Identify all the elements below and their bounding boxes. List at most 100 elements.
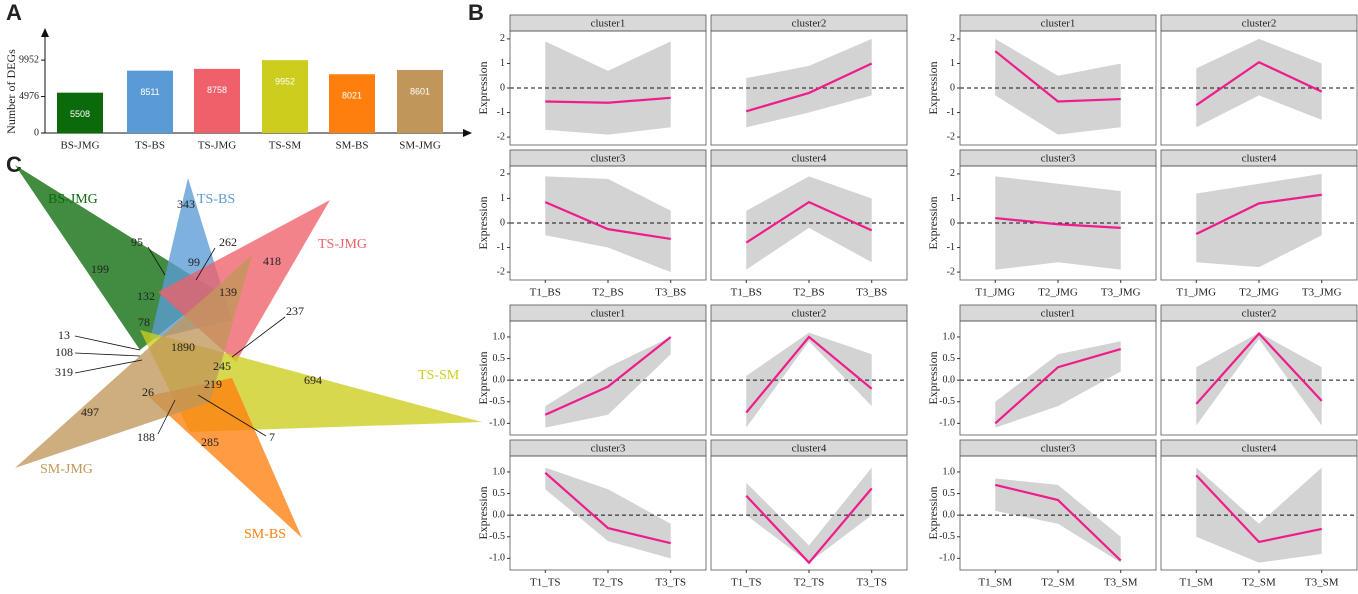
y-tick-label: 0.5	[493, 488, 506, 499]
x-tick-label: T2_SM	[1041, 577, 1075, 589]
region-count: 237	[286, 304, 304, 318]
bar-value-label: 8511	[140, 87, 159, 97]
set-label: TS-JMG	[318, 237, 367, 252]
x-tick-label: TS-BS	[135, 140, 165, 152]
y-tick-label: -0.5	[489, 396, 505, 407]
bar-value-label: 9952	[275, 76, 295, 86]
set-label: BS-JMG	[48, 192, 98, 207]
region-count: 188	[137, 430, 155, 444]
facet-title: cluster2	[1242, 18, 1277, 30]
expression-band	[746, 467, 872, 563]
facet-title: cluster1	[1041, 18, 1076, 30]
x-tick-label: T1_JMG	[1176, 287, 1216, 299]
expression-band	[545, 336, 671, 428]
y-axis-label: Expression	[926, 196, 940, 249]
region-count: 26	[142, 385, 154, 399]
region-count: 285	[201, 435, 219, 449]
bar-value-label: 8021	[342, 91, 362, 101]
mean-line	[745, 335, 873, 414]
x-tick-label: T2_TS	[794, 577, 825, 589]
panel-label: C	[6, 152, 22, 177]
facet-title: cluster3	[591, 443, 626, 455]
y-tick-label: 0.5	[493, 353, 506, 364]
y-tick-label: 4976	[19, 91, 39, 102]
y-tick-label: -1.0	[939, 418, 955, 429]
expression-band	[746, 332, 872, 428]
x-tick-label: BS-JMG	[60, 140, 99, 152]
region-count: 1890	[171, 340, 195, 354]
facet-title: cluster3	[1041, 153, 1076, 165]
plot-frame	[710, 30, 908, 146]
bar-value-label: 8601	[410, 86, 430, 96]
x-tick-label: T3_TS	[655, 577, 686, 589]
y-axis-label: Expression	[476, 196, 490, 249]
x-tick-label: T3_JMG	[1302, 287, 1342, 299]
x-tick-label: T3_JMG	[1101, 287, 1141, 299]
mean-line	[994, 50, 1121, 103]
x-tick-label: SM-JMG	[399, 140, 441, 152]
facet-title: cluster2	[1242, 308, 1277, 320]
y-tick-label: 0.0	[493, 509, 506, 520]
plot-frame	[509, 320, 707, 436]
facet-title: cluster1	[1041, 308, 1076, 320]
y-tick-label: 1	[950, 58, 955, 69]
facet-title: cluster1	[591, 18, 626, 30]
x-tick-label: T1_JMG	[975, 287, 1015, 299]
y-axis-label: Number of DEGs	[4, 49, 18, 134]
y-tick-label: 1	[500, 58, 505, 69]
facet-title: cluster4	[1242, 443, 1277, 455]
panel-label: A	[6, 0, 22, 25]
bar	[194, 68, 240, 133]
x-tick-label: T2_BS	[592, 287, 623, 299]
y-tick-label: 0	[950, 217, 955, 228]
y-axis-label: Expression	[926, 486, 940, 539]
facet-title: cluster1	[591, 308, 626, 320]
x-tick-label: T2_JMG	[1038, 287, 1078, 299]
y-tick-label: 2	[950, 33, 955, 44]
bar-value-label: 5508	[70, 109, 90, 119]
y-tick-label: -2	[497, 266, 505, 277]
bar	[127, 70, 173, 133]
region-count: 319	[55, 365, 73, 379]
region-count: 139	[219, 285, 237, 299]
x-tick-label: T3_TS	[856, 577, 887, 589]
region-count: 343	[177, 197, 195, 211]
x-tick-label: T2_TS	[593, 577, 624, 589]
expression-band	[545, 467, 671, 559]
x-tick-label: T3_BS	[856, 287, 887, 299]
x-tick-label: T1_SM	[978, 577, 1012, 589]
y-tick-label: -2	[497, 131, 505, 142]
y-tick-label: 0	[34, 127, 39, 138]
region-count: 418	[263, 254, 281, 268]
y-tick-label: 0	[950, 82, 955, 93]
mean-line	[745, 62, 873, 113]
y-tick-label: -1.0	[489, 418, 505, 429]
region-count: 78	[138, 315, 150, 329]
plot-frame	[1160, 30, 1358, 146]
y-tick-label: -2	[947, 266, 955, 277]
expression-band	[746, 38, 872, 128]
y-tick-label: -0.5	[939, 396, 955, 407]
y-tick-label: 1	[950, 193, 955, 204]
expression-band	[995, 38, 1121, 135]
facet-title: cluster4	[792, 443, 827, 455]
y-tick-label: 0	[500, 82, 505, 93]
y-tick-label: -1.0	[489, 553, 505, 564]
y-axis-label: Expression	[476, 351, 490, 404]
y-tick-label: 1.0	[943, 331, 956, 342]
facet-title: cluster2	[792, 308, 827, 320]
set-label: TS-BS	[197, 192, 235, 207]
y-axis-label: Expression	[476, 61, 490, 114]
expression-band	[545, 176, 671, 273]
leader-lines	[74, 246, 286, 437]
bar	[262, 60, 308, 133]
y-tick-label: -1	[497, 107, 505, 118]
y-tick-label: -0.5	[489, 531, 505, 542]
x-tick-label: T1_BS	[530, 287, 561, 299]
facet-title: cluster4	[1242, 153, 1277, 165]
set-label: SM-JMG	[40, 462, 93, 477]
mean-line	[994, 347, 1122, 425]
mean-line	[995, 216, 1121, 230]
bar	[57, 92, 103, 133]
